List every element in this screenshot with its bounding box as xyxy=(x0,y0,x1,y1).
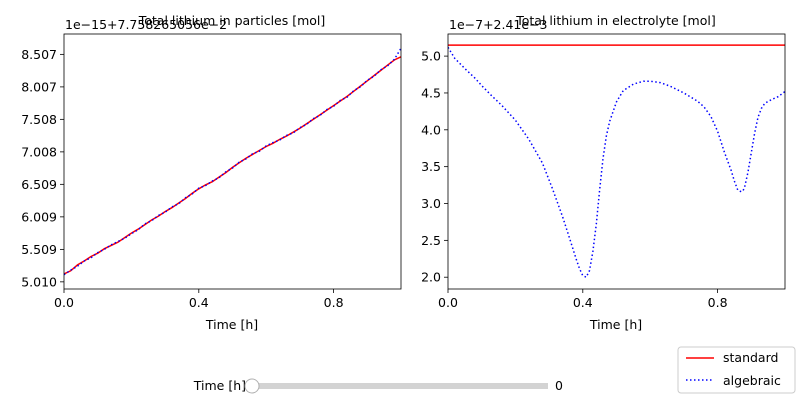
electrolyte-chart-title: Total lithium in electrolyte [mol] xyxy=(515,13,715,28)
particles-chart-xlabel: Time [h] xyxy=(205,317,258,332)
particles-axes-frame xyxy=(63,33,402,290)
particles-y-tick-label: 8.507 xyxy=(21,47,57,62)
electrolyte-series-algebraic xyxy=(448,46,785,279)
particles-y-tick-label: 5.010 xyxy=(21,274,57,289)
particles-y-tick-label: 8.007 xyxy=(21,79,57,94)
electrolyte-x-tick-label: 0.4 xyxy=(573,295,593,310)
particles-series-standard xyxy=(64,56,401,275)
electrolyte-y-tick-label: 4.0 xyxy=(421,122,441,137)
time-slider-track[interactable] xyxy=(252,383,548,389)
legend: standard algebraic xyxy=(677,346,796,394)
electrolyte-y-tick-label: 2.0 xyxy=(421,270,441,285)
electrolyte-y-tick-label: 5.0 xyxy=(421,49,441,64)
time-slider-widget[interactable]: Time [h] 0 xyxy=(193,378,563,394)
particles-chart-title: Total lithium in particles [mol] xyxy=(138,13,326,28)
particles-plot-area: 0.0 0.4 0.8 5.010 5.509 6.009 6.509 7.008 7.508 8… xyxy=(21,33,402,310)
particles-y-tick-label: 5.509 xyxy=(21,242,57,257)
particles-y-tick-label: 7.008 xyxy=(21,144,57,159)
electrolyte-y-tick-label: 2.5 xyxy=(421,233,441,248)
electrolyte-chart-offset-text: 1e−7+2.41e−3 xyxy=(449,17,548,32)
electrolyte-chart: Total lithium in electrolyte [mol] 1e−7+… xyxy=(421,13,786,332)
electrolyte-x-tick-label: 0.8 xyxy=(708,295,728,310)
particles-y-tick-label: 6.509 xyxy=(21,177,57,192)
electrolyte-axes-frame xyxy=(447,33,786,290)
legend-label-standard: standard xyxy=(723,350,778,365)
time-slider-value: 0 xyxy=(555,378,563,393)
time-slider-label: Time [h] xyxy=(193,378,246,393)
legend-label-algebraic: algebraic xyxy=(723,373,781,388)
electrolyte-chart-xlabel: Time [h] xyxy=(589,317,642,332)
particles-x-tick-label: 0.0 xyxy=(54,295,74,310)
particles-y-tick-label: 6.009 xyxy=(21,209,57,224)
particles-y-tick-label: 7.508 xyxy=(21,112,57,127)
particles-x-tick-label: 0.8 xyxy=(324,295,344,310)
particles-chart-offset-text: 1e−15+7.758265056e−2 xyxy=(65,17,227,32)
particles-chart: Total lithium in particles [mol] 1e−15+7… xyxy=(21,13,402,332)
electrolyte-y-tick-label: 3.0 xyxy=(421,196,441,211)
time-slider-handle[interactable] xyxy=(244,378,260,394)
electrolyte-y-tick-label: 3.5 xyxy=(421,159,441,174)
particles-x-tick-label: 0.4 xyxy=(189,295,209,310)
electrolyte-x-tick-label: 0.0 xyxy=(438,295,458,310)
electrolyte-plot-area: 0.0 0.4 0.8 2.0 2.5 3.0 3.5 4.0 4.5 5.0 xyxy=(421,33,786,310)
electrolyte-y-tick-label: 4.5 xyxy=(421,85,441,100)
particles-series-algebraic xyxy=(64,47,401,276)
